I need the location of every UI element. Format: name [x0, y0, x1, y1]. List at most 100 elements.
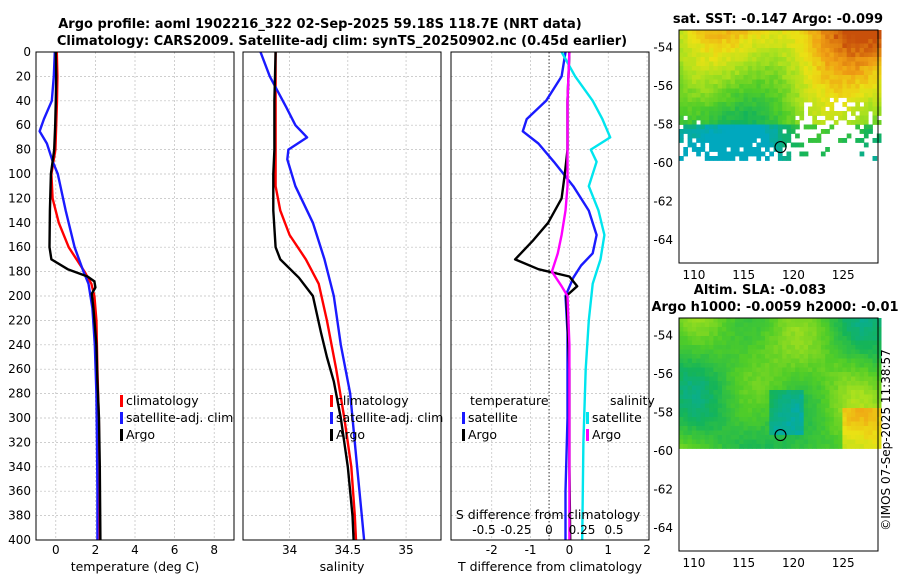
heatmap-cell	[799, 66, 805, 71]
heatmap-cell	[747, 124, 753, 130]
heatmap-cell	[816, 322, 822, 328]
heatmap-cell	[825, 439, 830, 445]
heatmap-cell	[687, 408, 693, 413]
heatmap-cell	[769, 318, 774, 323]
heatmap-cell	[859, 43, 865, 49]
heatmap-cell	[833, 403, 839, 409]
heatmap-cell	[777, 385, 783, 391]
heatmap-cell	[773, 426, 779, 431]
heatmap-cell	[842, 115, 848, 121]
copyright-stamp: ©IMOS 07-Sep-2025 11:38:57	[879, 349, 893, 531]
heatmap-cell	[851, 66, 856, 71]
heatmap-cell	[838, 331, 843, 337]
heatmap-cell	[868, 124, 873, 130]
heatmap-cell	[717, 133, 723, 139]
heatmap-cell	[769, 331, 774, 337]
heatmap-cell	[726, 385, 731, 391]
heatmap-cell	[859, 30, 865, 35]
heatmap-cell	[752, 147, 757, 152]
heatmap-cell	[734, 84, 740, 89]
heatmap-cell	[747, 151, 753, 157]
heatmap-cell	[769, 79, 774, 85]
heatmap-cell	[829, 367, 835, 373]
heatmap-cell	[679, 385, 684, 391]
heatmap-cell	[752, 336, 757, 341]
heatmap-cell	[786, 358, 792, 364]
heatmap-cell	[799, 88, 805, 94]
heatmap-cell	[803, 331, 809, 337]
heatmap-cell	[846, 52, 852, 58]
heatmap-cell	[859, 39, 865, 44]
heatmap-cell	[691, 340, 697, 346]
heatmap-cell	[812, 435, 817, 440]
heatmap-cell	[765, 106, 770, 112]
heatmap-cell	[790, 142, 796, 148]
heatmap-cell	[799, 444, 805, 449]
heatmap-cell	[868, 322, 873, 328]
heatmap-cell	[679, 75, 684, 80]
heatmap-cell	[713, 102, 719, 107]
heatmap-cell	[872, 403, 878, 409]
heatmap-cell	[812, 66, 817, 71]
heatmap-cell	[713, 84, 719, 89]
heatmap-cell	[833, 426, 839, 431]
heatmap-cell	[838, 345, 843, 350]
heatmap-cell	[726, 124, 731, 130]
heatmap-cell	[700, 444, 706, 449]
heatmap-cell	[790, 439, 796, 445]
heatmap-cell	[713, 394, 719, 400]
heatmap-cell	[734, 376, 740, 382]
heatmap-cell	[679, 115, 684, 121]
heatmap-cell	[760, 70, 766, 76]
heatmap-cell	[868, 435, 873, 440]
heatmap-cell	[816, 88, 822, 94]
heatmap-cell	[808, 111, 813, 116]
heatmap-cell	[786, 340, 792, 346]
heatmap-cell	[760, 426, 766, 431]
heatmap-cell	[812, 111, 817, 116]
heatmap-cell	[872, 372, 878, 377]
heatmap-cell	[795, 322, 800, 328]
heatmap-cell	[808, 331, 813, 337]
heatmap-cell	[795, 372, 800, 377]
heatmap-cell	[756, 381, 762, 386]
heatmap-cell	[739, 390, 744, 395]
heatmap-cell	[704, 358, 710, 364]
heatmap-cell	[747, 61, 753, 67]
heatmap-cell	[808, 358, 813, 364]
heatmap-cell	[855, 435, 860, 440]
heatmap-cell	[859, 70, 865, 76]
heatmap-cell	[704, 372, 710, 377]
heatmap-cell	[717, 417, 723, 422]
heatmap-cell	[825, 430, 830, 436]
heatmap-cell	[782, 97, 787, 103]
heatmap-cell	[859, 421, 865, 427]
heatmap-cell	[709, 390, 714, 395]
heatmap-cell	[777, 93, 783, 98]
heatmap-cell	[872, 102, 878, 107]
heatmap-cell	[872, 349, 878, 355]
heatmap-cell	[859, 367, 865, 373]
heatmap-cell	[876, 84, 882, 89]
heatmap-cell	[812, 426, 817, 431]
heatmap-cell	[700, 34, 706, 40]
heatmap-cell	[726, 322, 731, 328]
heatmap-cell	[722, 381, 727, 386]
heatmap-cell	[855, 403, 860, 409]
heatmap-cell	[713, 412, 719, 418]
heatmap-cell	[829, 444, 835, 449]
heatmap-cell	[713, 372, 719, 377]
heatmap-cell	[756, 430, 762, 436]
heatmap-cell	[679, 354, 684, 359]
heatmap-cell	[812, 349, 817, 355]
heatmap-cell	[868, 421, 873, 427]
heatmap-cell	[838, 390, 843, 395]
heatmap-cell	[803, 66, 809, 71]
heatmap-cell	[773, 75, 779, 80]
heatmap-cell	[756, 367, 762, 373]
heatmap-cell	[808, 439, 813, 445]
heatmap-cell	[700, 133, 706, 139]
heatmap-cell	[872, 84, 878, 89]
heatmap-cell	[722, 435, 727, 440]
heatmap-cell	[752, 354, 757, 359]
